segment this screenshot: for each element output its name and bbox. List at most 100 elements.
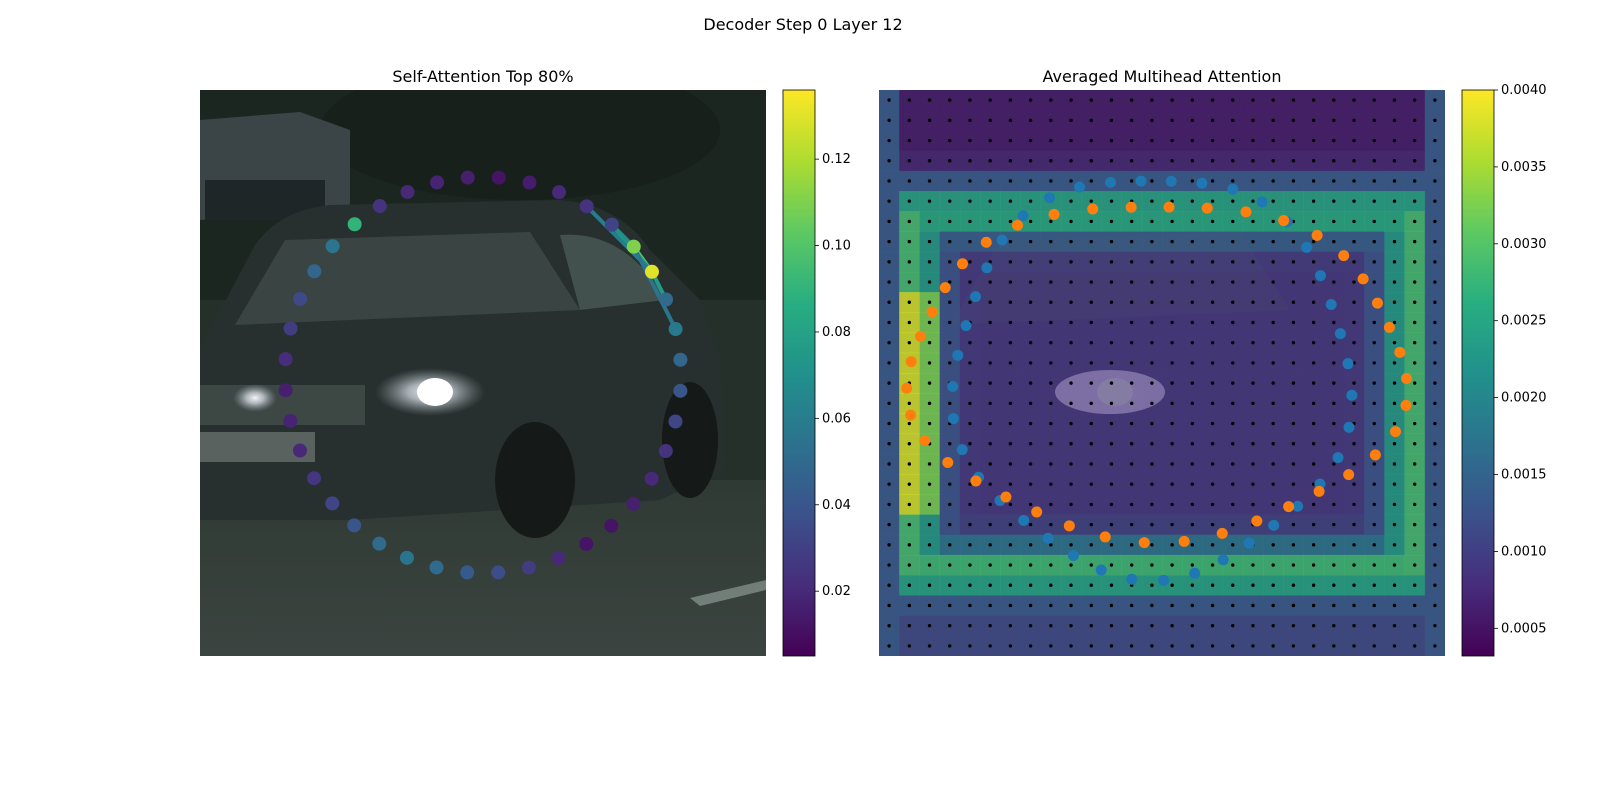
reference-point bbox=[1008, 118, 1013, 123]
reference-point bbox=[968, 482, 972, 486]
series-point bbox=[939, 282, 951, 294]
reference-point bbox=[1008, 98, 1013, 102]
reference-point bbox=[1109, 543, 1114, 547]
reference-point bbox=[1231, 98, 1235, 102]
reference-point bbox=[1372, 320, 1376, 325]
series-point bbox=[947, 381, 959, 393]
reference-point bbox=[1271, 340, 1275, 345]
reference-point bbox=[988, 381, 992, 385]
reference-point bbox=[1150, 421, 1154, 426]
reference-point bbox=[887, 199, 891, 203]
reference-point bbox=[1291, 320, 1296, 325]
reference-point bbox=[1251, 603, 1255, 608]
reference-point bbox=[1231, 563, 1235, 567]
reference-point bbox=[927, 159, 932, 163]
reference-point bbox=[1170, 138, 1174, 143]
series-point bbox=[956, 258, 968, 270]
reference-point bbox=[1089, 543, 1093, 547]
reference-point bbox=[1049, 340, 1053, 345]
reference-point bbox=[968, 280, 972, 284]
reference-point bbox=[1109, 462, 1114, 466]
reference-point bbox=[1251, 482, 1255, 486]
reference-point bbox=[907, 138, 912, 143]
reference-point bbox=[1129, 239, 1134, 244]
attention-point bbox=[460, 170, 475, 185]
right-colorbar-tick-label: 0.0020 bbox=[1501, 391, 1547, 406]
right-colorbar-tick-label: 0.0015 bbox=[1501, 468, 1547, 483]
reference-point bbox=[1231, 199, 1235, 203]
reference-point bbox=[1352, 644, 1356, 648]
series-point bbox=[1401, 372, 1413, 384]
reference-point bbox=[1028, 340, 1033, 345]
reference-point bbox=[1372, 280, 1376, 284]
reference-point bbox=[1271, 239, 1275, 244]
reference-point bbox=[1170, 300, 1174, 304]
reference-point bbox=[1008, 421, 1013, 426]
reference-point bbox=[907, 583, 912, 587]
reference-point bbox=[1089, 623, 1093, 628]
reference-point bbox=[1049, 98, 1053, 102]
reference-point bbox=[1109, 320, 1114, 325]
reference-point bbox=[1271, 603, 1275, 608]
reference-point bbox=[1291, 563, 1296, 567]
reference-point bbox=[1049, 522, 1053, 527]
reference-point bbox=[1332, 239, 1336, 244]
reference-point bbox=[1271, 300, 1275, 304]
reference-point bbox=[948, 482, 952, 486]
reference-point bbox=[1412, 563, 1417, 567]
reference-point bbox=[988, 159, 992, 163]
reference-point bbox=[1372, 482, 1376, 486]
series-point bbox=[1311, 229, 1323, 241]
reference-point bbox=[1170, 199, 1174, 203]
reference-point bbox=[887, 219, 891, 224]
series-point bbox=[942, 457, 954, 469]
reference-point bbox=[927, 320, 932, 325]
reference-point bbox=[1251, 623, 1255, 628]
series-point bbox=[1394, 346, 1406, 358]
reference-point bbox=[907, 219, 912, 224]
reference-point bbox=[1372, 260, 1376, 264]
reference-point bbox=[1231, 401, 1235, 406]
reference-point bbox=[1372, 159, 1376, 163]
reference-point bbox=[1231, 543, 1235, 547]
reference-point bbox=[1129, 381, 1134, 385]
reference-point bbox=[1129, 421, 1134, 426]
reference-point bbox=[1008, 340, 1013, 345]
reference-point bbox=[988, 522, 992, 527]
reference-point bbox=[1332, 442, 1336, 446]
attention-point bbox=[307, 471, 322, 486]
reference-point bbox=[1089, 462, 1093, 466]
reference-point bbox=[1210, 300, 1215, 304]
reference-point bbox=[968, 644, 972, 648]
reference-point bbox=[1129, 401, 1134, 406]
reference-point bbox=[1210, 98, 1215, 102]
reference-point bbox=[1170, 118, 1174, 123]
reference-point bbox=[927, 179, 932, 183]
reference-point bbox=[1231, 138, 1235, 143]
reference-point bbox=[1150, 563, 1154, 567]
series-point bbox=[901, 382, 913, 394]
reference-point bbox=[1089, 603, 1093, 608]
series-point bbox=[1087, 203, 1099, 215]
reference-point bbox=[1291, 179, 1296, 183]
reference-point bbox=[1352, 98, 1356, 102]
reference-point bbox=[1150, 644, 1154, 648]
reference-point bbox=[1069, 623, 1073, 628]
reference-point bbox=[1412, 118, 1417, 123]
reference-point bbox=[1129, 563, 1134, 567]
reference-point bbox=[887, 583, 891, 587]
series-point bbox=[970, 475, 982, 487]
reference-point bbox=[1291, 442, 1296, 446]
reference-point bbox=[1069, 361, 1073, 365]
reference-point bbox=[1251, 462, 1255, 466]
reference-point bbox=[1271, 442, 1275, 446]
right-colorbar-ticks: 0.0005 0.0010 0.0015 0.0020 0.0025 0.0030 0.00… bbox=[1494, 83, 1547, 636]
reference-point bbox=[927, 462, 932, 466]
reference-point bbox=[927, 260, 932, 264]
attention-point bbox=[372, 536, 387, 551]
attention-point bbox=[278, 352, 293, 367]
reference-point bbox=[1008, 442, 1013, 446]
attention-point bbox=[307, 264, 322, 279]
reference-point bbox=[927, 98, 932, 102]
reference-point bbox=[1150, 98, 1154, 102]
